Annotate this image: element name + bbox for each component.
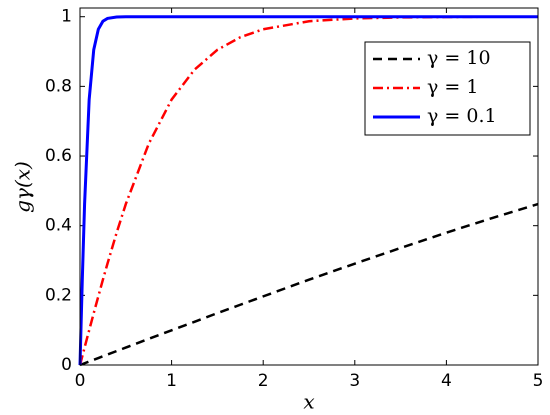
y-tick-label: 0.2 <box>45 285 72 305</box>
y-tick-label: 0.6 <box>45 146 72 166</box>
y-tick-label: 1 <box>61 7 72 27</box>
legend-label: γ = 1 <box>427 76 478 98</box>
x-tick-label: 0 <box>75 371 86 391</box>
x-tick-label: 1 <box>166 371 177 391</box>
x-tick-label: 2 <box>258 371 269 391</box>
plot-frame <box>79 7 539 366</box>
series-line <box>78 15 538 366</box>
x-tick-label: 4 <box>441 371 452 391</box>
y-tick-label: 0.4 <box>45 216 72 236</box>
x-axis-label: x <box>303 390 314 414</box>
legend-box <box>364 41 531 136</box>
x-tick-label: 3 <box>349 371 360 391</box>
x-tick-label: 5 <box>533 371 544 391</box>
legend-label: γ = 0.1 <box>427 105 497 127</box>
series-line <box>79 202 539 367</box>
y-tick-label: 0.8 <box>45 76 72 96</box>
y-axis-label: gγ(x) <box>11 161 35 213</box>
y-tick-label: 0 <box>61 355 72 375</box>
legend-label: γ = 10 <box>427 47 491 69</box>
